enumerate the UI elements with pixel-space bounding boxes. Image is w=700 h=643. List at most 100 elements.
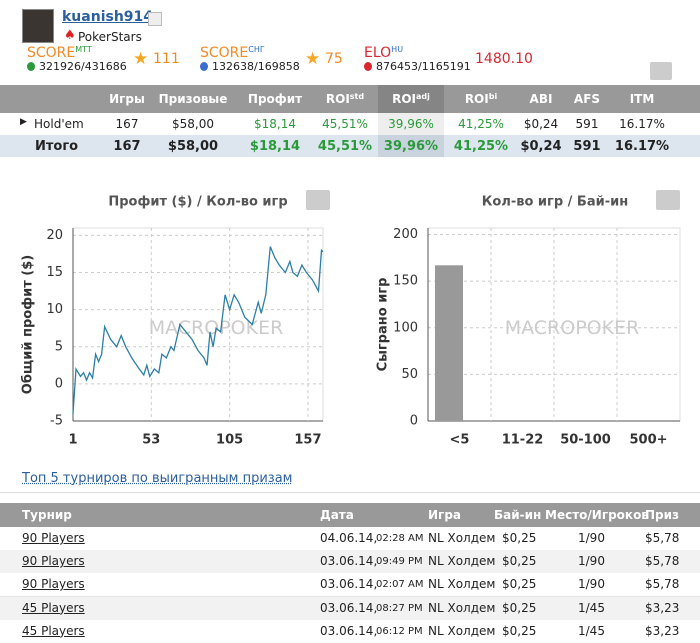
cell: 167 xyxy=(113,139,141,154)
y-tick-label: 50 xyxy=(401,367,418,382)
column-header: ITM xyxy=(629,92,655,106)
score-label: SCOREMTT xyxy=(27,45,92,61)
score-value: 111 xyxy=(153,51,180,67)
tournament-name[interactable]: 90 Players xyxy=(22,531,85,545)
icon xyxy=(148,12,162,26)
column-header: Профит xyxy=(247,92,303,106)
place: 1/90 xyxy=(578,577,605,592)
time: 06:12 PM xyxy=(376,625,423,637)
buyin: $0,25 xyxy=(502,531,537,545)
prize: $3,23 xyxy=(645,600,680,615)
row-bg xyxy=(378,113,444,135)
chart-title: Профит ($) / Кол-во игр xyxy=(108,195,287,210)
header-text: ROI xyxy=(392,92,417,106)
camera-icon xyxy=(650,62,672,80)
column-header: Игра xyxy=(428,508,461,522)
rank-icon xyxy=(27,62,35,71)
header-text: ROI xyxy=(464,92,489,106)
place: 1/45 xyxy=(578,600,605,615)
row-label: Итого xyxy=(35,139,79,154)
time: 02:28 AM xyxy=(376,533,424,544)
room-icon: ♠ xyxy=(64,28,76,43)
tournament-name[interactable]: 45 Players xyxy=(22,623,85,638)
score-name: ELO xyxy=(364,45,392,61)
y-tick-label: 150 xyxy=(393,274,418,289)
x-tick-label: 11-22 xyxy=(502,433,544,448)
column-header: Призовые xyxy=(158,92,228,106)
cell: 16.17% xyxy=(619,117,665,131)
column-header: Игры xyxy=(109,92,145,106)
y-tick-label: 0 xyxy=(55,376,63,391)
bar xyxy=(435,265,463,421)
score-label: ELOHU xyxy=(364,45,403,61)
col-highlight xyxy=(378,135,444,157)
cell: 16.17% xyxy=(614,139,670,154)
cell: 39,96% xyxy=(383,139,439,154)
game: NL Холдем xyxy=(428,600,496,615)
column-header: ABI xyxy=(529,92,553,106)
tournament-name[interactable]: 90 Players xyxy=(22,554,85,569)
score-sup: HU xyxy=(391,45,404,54)
prize: $5,78 xyxy=(645,554,680,569)
x-tick-label: 105 xyxy=(216,433,243,448)
buyin: $0,25 xyxy=(502,554,537,569)
prize: $3,23 xyxy=(645,623,680,638)
cell: 591 xyxy=(573,139,601,154)
prize: $5,78 xyxy=(645,577,680,592)
time: 08:27 PM xyxy=(376,602,423,614)
tournament-name[interactable]: 90 Players xyxy=(22,577,85,592)
header-sup: bi xyxy=(488,92,498,101)
star: ★ xyxy=(305,49,321,69)
prize: $5,78 xyxy=(645,531,680,545)
col-highlight xyxy=(378,85,444,113)
date: 03.06.14, xyxy=(320,554,378,569)
table-header xyxy=(0,503,700,527)
top-link[interactable]: Топ 5 турниров по выигранным призам xyxy=(22,471,293,486)
row-bg xyxy=(0,550,700,575)
score-label: SCOREСНГ xyxy=(200,45,265,61)
column-header: Бай-ин xyxy=(494,508,542,522)
y-tick-label: 20 xyxy=(46,228,63,243)
separator xyxy=(0,492,700,493)
game: NL Холдем xyxy=(428,531,496,545)
expand-icon: ▶ xyxy=(20,117,27,127)
time: 09:49 PM xyxy=(376,556,423,568)
tournament-name[interactable]: 45 Players xyxy=(22,600,85,615)
rank: 321926/431686 xyxy=(39,60,127,73)
column-header: Дата xyxy=(320,508,354,522)
x-tick-label: 53 xyxy=(142,433,160,448)
buyin: $0,25 xyxy=(502,623,537,638)
column-header: ROIbi xyxy=(465,92,497,106)
line xyxy=(72,246,324,414)
place: 1/45 xyxy=(578,623,605,638)
place: 1/90 xyxy=(578,531,605,545)
camera-icon xyxy=(306,190,330,210)
game: NL Холдем xyxy=(428,554,496,569)
y-axis-label: Сыграно игр xyxy=(376,278,391,372)
game: NL Холдем xyxy=(428,577,496,592)
x-tick-label: 1 xyxy=(68,433,77,448)
buyin: $0,25 xyxy=(502,600,537,615)
cell: $58,00 xyxy=(167,139,219,154)
y-tick-label: 0 xyxy=(410,414,418,429)
username[interactable]: kuanish914 xyxy=(62,9,154,25)
cell: 41,25% xyxy=(453,139,509,154)
rank: 876453/1165191 xyxy=(376,60,471,73)
cell: 41,25% xyxy=(458,117,504,131)
column-header: ROIstd xyxy=(326,92,364,106)
row-bg xyxy=(0,527,700,551)
elo-value: 1480.10 xyxy=(475,51,533,67)
column-header: AFS xyxy=(573,92,601,106)
header-text: ROI xyxy=(325,92,350,106)
cell: $0,24 xyxy=(523,117,559,131)
column-header: Турнир xyxy=(22,508,72,522)
y-tick-label: 10 xyxy=(46,302,63,317)
avatar xyxy=(22,9,54,43)
row-bg xyxy=(0,573,700,598)
x-tick-label: 500+ xyxy=(629,433,667,448)
row-label: Hold'em xyxy=(34,117,84,131)
place: 1/90 xyxy=(578,554,605,569)
x-tick-label: 50-100 xyxy=(560,433,611,448)
row-bg xyxy=(0,135,700,157)
